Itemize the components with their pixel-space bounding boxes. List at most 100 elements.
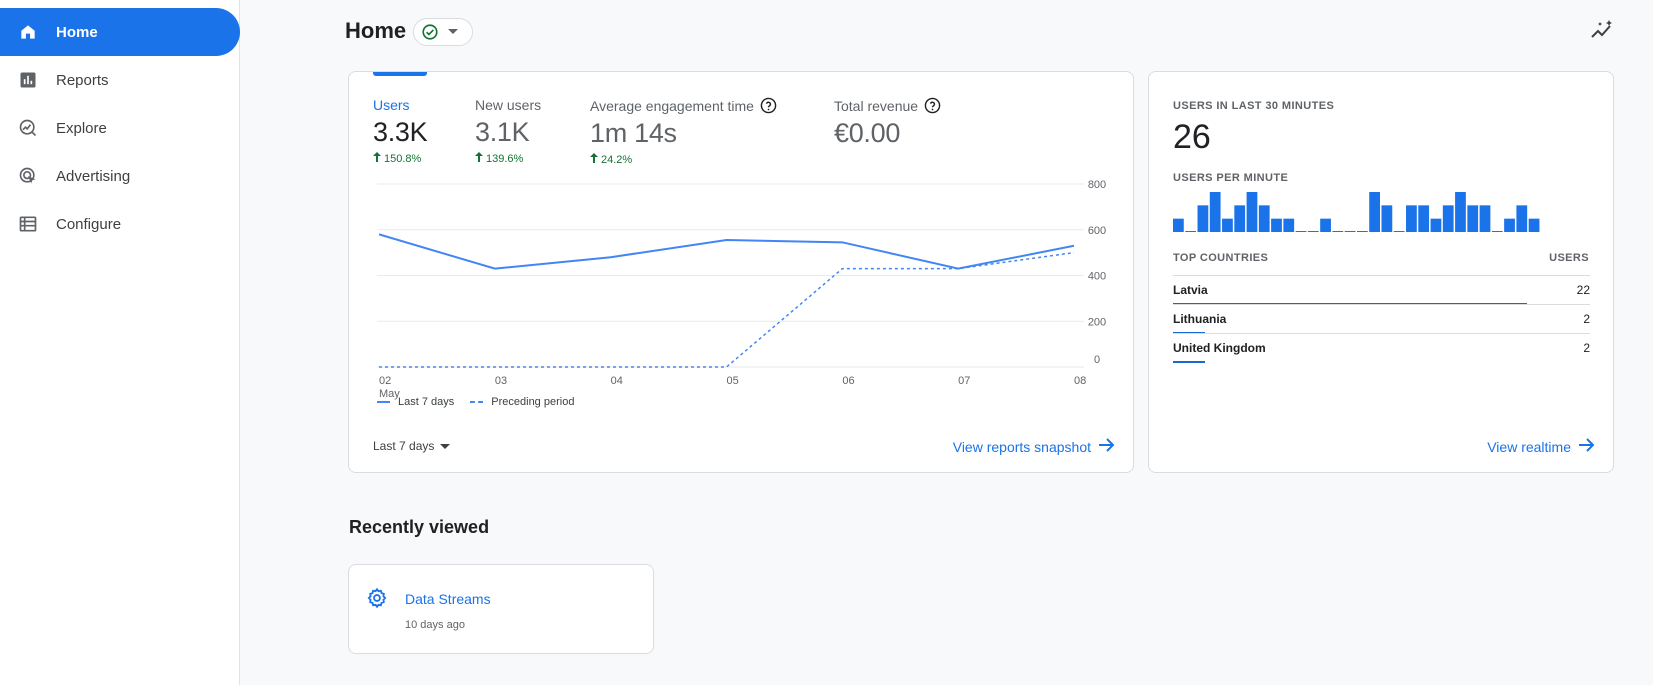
metric-label-text: Total revenue [834,97,919,114]
y-tick-label: 800 [1088,179,1106,191]
selected-tab-indicator [373,72,427,76]
arrow-up-icon [590,153,598,166]
per-minute-bar [1271,218,1282,232]
per-minute-bar [1369,192,1380,232]
realtime-card: USERS IN LAST 30 MINUTES 26 USERS PER MI… [1148,71,1614,473]
country-row[interactable]: United Kingdom 2 [1173,333,1590,363]
per-minute-bar [1356,231,1368,232]
link-label: View realtime [1487,438,1571,455]
per-minute-bar [1246,192,1258,232]
metric-total-revenue[interactable]: Total revenue €0.00 [834,97,941,149]
per-minute-bar [1479,205,1491,232]
explore-icon [18,118,38,138]
y-tick-label: 0 [1094,354,1100,366]
date-range-label: Last 7 days [373,439,435,453]
help-icon[interactable] [924,97,941,114]
country-users: 2 [1583,341,1590,355]
metric-label: New users [475,97,542,113]
caret-down-icon [447,28,459,36]
sidebar-item-home[interactable]: Home [0,8,240,56]
country-share-bar [1173,361,1206,363]
link-label: View reports snapshot [952,438,1091,455]
sidebar-item-advertising[interactable]: Advertising [0,152,240,200]
metric-value: 1m 14s [590,118,677,148]
gear-icon [366,587,388,609]
configure-icon [18,214,38,234]
per-minute-bar [1185,231,1197,232]
country-row[interactable]: Lithuania 2 [1173,304,1590,334]
per-minute-bar [1418,205,1430,232]
chart-legend: Last 7 days Preceding period [377,396,574,408]
per-minute-bar [1332,231,1344,232]
recent-item-subtitle: 10 days ago [405,619,465,631]
legend-dashed-swatch [470,401,484,403]
per-minute-bar [1173,218,1184,232]
metric-new-users[interactable]: New users 3.1K 139.6% [475,97,541,165]
metric-change-value: 139.6% [486,152,524,165]
metric-label: Users [373,97,410,113]
y-tick-label: 200 [1088,316,1106,328]
home-icon [18,22,38,42]
arrow-right-icon [1099,438,1115,455]
x-tick-label: 06 [842,375,854,387]
country-name: United Kingdom [1173,341,1266,355]
advertising-icon [18,166,38,186]
realtime-users-heading: USERS IN LAST 30 MINUTES [1173,100,1335,112]
view-reports-snapshot-link[interactable]: View reports snapshot [953,438,1115,455]
country-row[interactable]: Latvia 22 [1173,275,1590,305]
metric-value: 3.1K [475,117,530,147]
x-tick-label: 07 [958,375,970,387]
users-header: USERS [1549,252,1589,264]
country-name: Lithuania [1173,312,1227,326]
arrow-up-icon [475,152,483,165]
recent-item-title: Data Streams [405,591,491,607]
date-range-dropdown[interactable]: Last 7 days [373,439,451,453]
y-tick-label: 400 [1088,271,1106,283]
x-tick-sublabel: May [379,388,400,400]
arrow-right-icon [1579,438,1595,455]
country-users: 22 [1576,283,1590,297]
page-title: Home [345,18,407,43]
per-minute-bar [1406,205,1417,232]
metric-value: €0.00 [834,118,901,148]
help-icon[interactable] [760,97,777,114]
per-minute-bar [1381,205,1393,232]
sidebar-item-reports[interactable]: Reports [0,56,240,104]
sidebar-item-explore[interactable]: Explore [0,104,240,152]
recent-item-data-streams[interactable]: Data Streams 10 days ago [348,564,654,654]
per-minute-bar [1234,205,1246,232]
per-minute-bar [1528,218,1540,232]
metric-avg-engagement[interactable]: Average engagement time 1m 14s 24.2% [590,97,777,166]
metric-users[interactable]: Users 3.3K 150.8% [373,97,428,165]
realtime-users-count: 26 [1173,118,1211,156]
per-minute-bar [1430,218,1442,232]
view-realtime-link[interactable]: View realtime [1487,438,1595,455]
property-status-dropdown[interactable] [413,18,473,46]
top-countries-header: TOP COUNTRIES [1173,252,1269,264]
per-minute-bar [1307,231,1319,232]
x-tick-label: 05 [727,375,739,387]
series-line-current [378,233,1075,270]
recently-viewed-title: Recently viewed [349,517,490,537]
bar-chart-icon [18,70,38,90]
users-line-chart: 0 200 400 600 800 02 03 04 05 06 07 08 May [377,179,1106,400]
metric-value: 3.3K [373,117,428,147]
sidebar-item-label: Advertising [56,167,131,185]
per-minute-bar [1491,231,1503,232]
users-per-minute-heading: USERS PER MINUTE [1173,172,1289,184]
per-minute-bar [1344,231,1356,232]
insights-icon[interactable] [1589,18,1615,44]
sidebar-item-label: Configure [56,215,122,233]
legend-previous-label: Preceding period [491,396,575,408]
per-minute-bar [1504,218,1515,232]
per-minute-bar [1393,231,1405,232]
sidebar-item-label: Home [56,23,98,41]
per-minute-bar [1455,192,1466,232]
x-tick-label: 04 [611,375,623,387]
per-minute-bar [1222,218,1233,232]
legend-current-label: Last 7 days [398,396,455,408]
per-minute-bar [1516,205,1528,232]
sidebar-item-configure[interactable]: Configure [0,200,240,248]
series-line-previous [379,251,1075,368]
overview-card: Users 3.3K 150.8% New users 3.1K 139.6% … [348,71,1134,473]
